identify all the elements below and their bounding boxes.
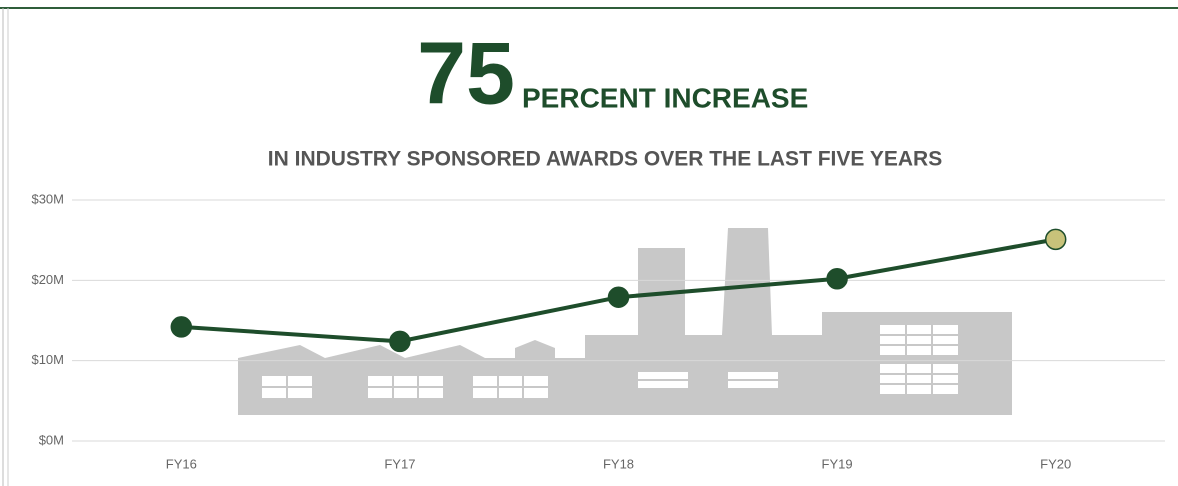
y-tick-label: $30M <box>31 191 64 206</box>
data-point <box>609 287 629 307</box>
x-tick-label: FY17 <box>384 456 415 471</box>
x-tick-label: FY16 <box>166 456 197 471</box>
factory-illustration <box>238 228 1012 415</box>
y-tick-label: $10M <box>31 352 64 367</box>
y-tick-label: $0M <box>39 432 64 447</box>
headline-number: 75 <box>417 23 515 122</box>
x-tick-label: FY20 <box>1040 456 1071 471</box>
subtitle: IN INDUSTRY SPONSORED AWARDS OVER THE LA… <box>268 148 942 171</box>
chart: 75 PERCENT INCREASE IN INDUSTRY SPONSORE… <box>0 0 1178 486</box>
data-point <box>1046 229 1066 249</box>
headline-text: PERCENT INCREASE <box>522 82 808 113</box>
data-point <box>171 317 191 337</box>
x-tick-label: FY19 <box>822 456 853 471</box>
x-tick-label: FY18 <box>603 456 634 471</box>
y-tick-label: $20M <box>31 272 64 287</box>
data-point <box>827 269 847 289</box>
data-point <box>390 331 410 351</box>
